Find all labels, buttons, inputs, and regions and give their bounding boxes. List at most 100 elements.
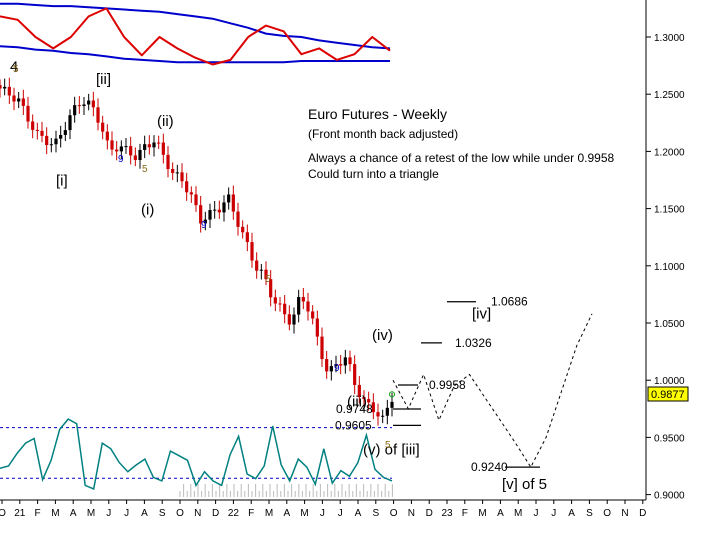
x-tick-label: J (320, 508, 325, 519)
x-tick-label: S (159, 508, 166, 519)
candle-body (7, 86, 11, 96)
minor-wave-label: 9 (334, 363, 340, 374)
candle-body (236, 211, 240, 227)
last-price-label: 0.9877 (651, 389, 685, 401)
candle-body (105, 131, 109, 141)
candle-body (49, 144, 53, 146)
candle-body (241, 226, 245, 233)
candle-body (147, 144, 151, 148)
x-tick-label: M (300, 508, 308, 519)
candle-body (306, 301, 310, 312)
candle-body (21, 98, 25, 106)
candle-body (82, 104, 86, 107)
x-tick-label: O (603, 508, 611, 519)
chart-note-2: Could turn into a triangle (308, 167, 439, 181)
candle-body (3, 86, 7, 89)
y-tick-label: 1.2500 (654, 90, 685, 101)
candle-body (357, 384, 361, 398)
minor-wave-label: 5 (142, 164, 148, 175)
x-tick-label: N (194, 508, 201, 519)
candle-body (129, 146, 133, 156)
x-tick-label: A (70, 508, 77, 519)
candle-body (231, 194, 235, 212)
candle-body (12, 95, 16, 102)
candle-body (68, 115, 72, 131)
candle-body (166, 154, 170, 170)
candle-body (208, 210, 212, 220)
projection-path (389, 313, 593, 469)
x-tick-label: A (283, 508, 290, 519)
wave-label: [iv] (472, 305, 491, 322)
x-tick-label: A (355, 508, 362, 519)
y-tick-label: 1.1500 (654, 205, 685, 216)
candle-body (17, 98, 21, 102)
candle-body (59, 134, 63, 139)
wave-label: (v) of [iii] (363, 442, 420, 459)
x-tick-label: J (124, 508, 129, 519)
y-tick-label: 1.1000 (654, 262, 685, 273)
candle-body (315, 318, 319, 337)
projection-line (392, 313, 593, 469)
minor-wave-label: 9 (201, 220, 207, 231)
x-tick-label: J (106, 508, 111, 519)
x-tick-label: N (408, 508, 415, 519)
last-price-marker (389, 391, 395, 398)
x-tick-label: N (621, 508, 628, 519)
x-tick-label: D (426, 508, 433, 519)
candle-body (119, 146, 123, 152)
y-tick-label: 1.0500 (654, 319, 685, 330)
oscillator-line (0, 7, 391, 66)
candle-body (180, 172, 184, 182)
wave-label: [i] (56, 173, 68, 190)
candle-body (297, 297, 301, 315)
price-level-label: 0.9240 (471, 460, 508, 474)
candle-body (376, 412, 380, 417)
x-tick-label: D (212, 508, 219, 519)
wave-label: (ii) (157, 113, 174, 130)
candle-body (292, 314, 296, 325)
x-tick-label: J (551, 508, 556, 519)
candle-body (264, 269, 268, 280)
candle-body (255, 260, 259, 271)
candle-body (152, 142, 156, 148)
candle-body (311, 311, 315, 319)
x-tick-label: M (514, 508, 522, 519)
x-tick-label: A (141, 508, 148, 519)
wave-labels: 4 [ii] (ii) [i] (i) (iv) (iii) (v) of [iii] [iv]… (10, 58, 547, 493)
candle-body (213, 209, 217, 211)
candle-body (35, 129, 39, 131)
candle-body (0, 85, 2, 89)
candle-body (385, 407, 389, 416)
x-tick-label: S (586, 508, 593, 519)
candle-body (73, 105, 77, 116)
x-tick-label: O (176, 508, 184, 519)
x-tick-label: M (265, 508, 273, 519)
x-tick-label: 22 (228, 508, 240, 519)
candle-body (245, 232, 249, 243)
minor-wave-label: 5 (385, 440, 391, 451)
y-tick-label: 1.3000 (654, 33, 685, 44)
candle-body (222, 202, 226, 213)
candle-body (54, 138, 58, 145)
x-axis: O 21 F M A M J J A S O N D 22 F M A M J J A S O N D 23 F M A M J J A S O N D (0, 500, 646, 519)
candle-body (348, 357, 352, 365)
y-tick-label: 0.9000 (654, 491, 685, 502)
x-tick-label: F (248, 508, 254, 519)
price-level-label: 1.0686 (491, 295, 528, 309)
candle-body (227, 194, 231, 203)
x-tick-label: A (568, 508, 575, 519)
wave-label: 4 (10, 58, 18, 75)
candle-body (115, 149, 119, 152)
candles (0, 77, 394, 426)
candle-body (329, 366, 333, 372)
candle-body (287, 314, 291, 325)
x-tick-label: M (87, 508, 95, 519)
bottom-oscillator-line (0, 418, 393, 490)
candle-body (31, 121, 35, 130)
wave-label: (iii) (347, 394, 367, 411)
candle-body (185, 181, 189, 193)
candle-body (371, 402, 375, 413)
candle-body (26, 105, 30, 122)
wave-label: [ii] (96, 71, 111, 88)
